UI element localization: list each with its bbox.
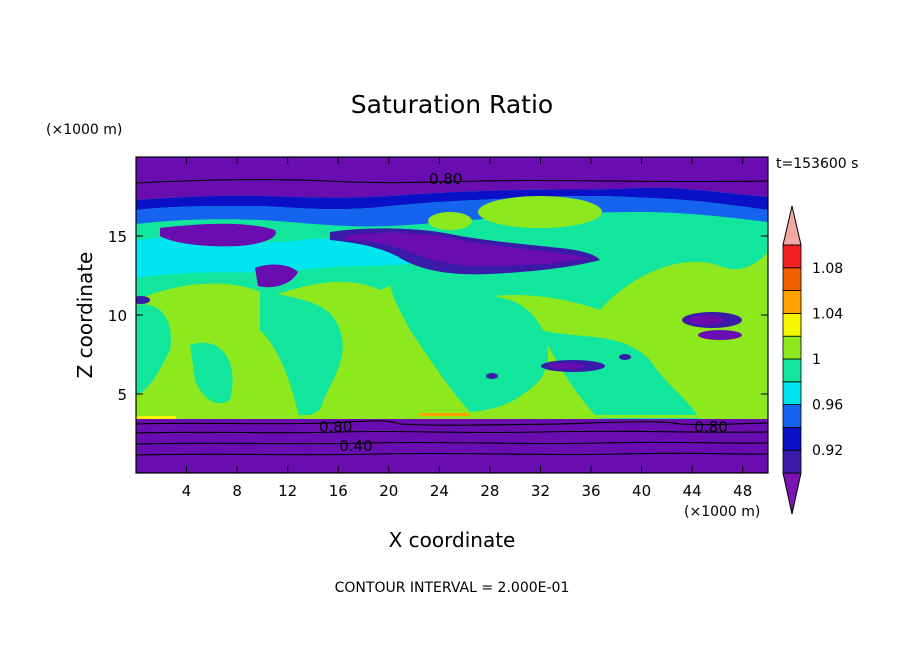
- contour-label: 0.80: [429, 170, 462, 188]
- x-tick-label: 4: [182, 482, 192, 500]
- field-region: [619, 354, 631, 360]
- field-region: [136, 415, 768, 418]
- contour-line: [136, 441, 768, 445]
- colorbar-tick-label: 1.08: [812, 261, 843, 277]
- x-tick-label: 20: [379, 482, 398, 500]
- x-tick-label: 44: [683, 482, 702, 500]
- contour-line: [136, 178, 768, 184]
- colorbar: 0.92 0.96 1 1.04 1.08: [782, 205, 843, 515]
- x-tick-label: 28: [480, 482, 499, 500]
- field-region: [190, 342, 233, 404]
- field-region: [428, 212, 472, 230]
- colorbar-over-triangle: [782, 205, 802, 246]
- colorbar-under-triangle: [782, 472, 802, 515]
- x-tick-label: 36: [581, 482, 600, 500]
- colorbar-tick-label: 1.04: [812, 306, 843, 322]
- field-region: [698, 330, 742, 340]
- contour-label: 0.80: [694, 418, 727, 436]
- colorbar-tick-label: 0.92: [812, 443, 843, 459]
- y-tick-label: 15: [108, 228, 127, 246]
- colorbar-band: [782, 312, 802, 337]
- x-tick-label: 48: [733, 482, 752, 500]
- colorbar-band: [782, 449, 802, 474]
- y-axis-label: Z coordinate: [73, 252, 97, 379]
- field-region: [136, 196, 768, 227]
- x-tick-label: 12: [278, 482, 297, 500]
- x-unit-label: (×1000 m): [684, 504, 760, 520]
- field-region: [540, 330, 700, 420]
- colorbar-band: [782, 267, 802, 291]
- colorbar-tick-label: 1: [812, 352, 821, 368]
- field-region: [136, 416, 176, 419]
- contour-label: 0.40: [339, 437, 372, 455]
- field-region: [390, 279, 549, 412]
- colorbar-band: [782, 358, 802, 383]
- y-unit-label: (×1000 m): [46, 122, 122, 138]
- contour-line: [136, 430, 768, 434]
- time-label: t=153600 s: [776, 156, 858, 172]
- field-region: [136, 296, 150, 304]
- x-axis-label: X coordinate: [389, 528, 516, 552]
- x-tick-label: 16: [329, 482, 348, 500]
- colorbar-band: [782, 244, 802, 269]
- contour-label: 0.80: [319, 418, 352, 436]
- field-region: [345, 232, 590, 266]
- y-tick-label: 5: [117, 386, 127, 404]
- colorbar-tick-label: 0.96: [812, 398, 843, 414]
- colorbar-band: [782, 335, 802, 360]
- field-region: [260, 290, 343, 420]
- field-region: [136, 157, 768, 200]
- contour-line: [136, 420, 768, 426]
- plot-area: [136, 157, 768, 473]
- colorbar-band: [782, 426, 802, 451]
- x-tick-label: 32: [531, 482, 550, 500]
- y-tick-label: 10: [108, 307, 127, 325]
- chart-title: Saturation Ratio: [351, 90, 553, 119]
- field-region: [136, 419, 768, 473]
- field-region: [255, 264, 298, 288]
- field-region: [486, 373, 498, 379]
- field-region: [420, 413, 470, 416]
- x-tick-label: 24: [430, 482, 449, 500]
- contour-interval-note: CONTOUR INTERVAL = 2.000E-01: [335, 580, 570, 596]
- field-region: [136, 187, 768, 210]
- x-tick-label: 40: [632, 482, 651, 500]
- contour-line: [136, 452, 768, 456]
- field-region: [160, 223, 276, 247]
- colorbar-band: [782, 290, 802, 314]
- field-region: [549, 363, 585, 369]
- colorbar-band: [782, 381, 802, 405]
- x-tick-label: 8: [232, 482, 242, 500]
- field-region: [688, 315, 724, 325]
- field-region: [136, 237, 430, 278]
- field-region: [478, 196, 602, 228]
- colorbar-band: [782, 404, 802, 428]
- field-region: [136, 304, 171, 395]
